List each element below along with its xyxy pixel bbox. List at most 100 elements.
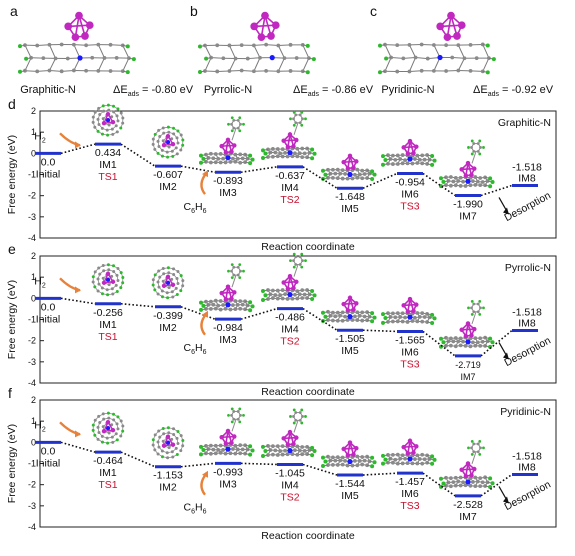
- level-value: 0.434: [95, 147, 121, 159]
- structure-pyridinic-n: [378, 11, 496, 75]
- intermediate-structure: [151, 125, 185, 159]
- level-value: -1.990: [453, 198, 483, 210]
- structure-label: Graphitic-N: [20, 84, 76, 96]
- intermediate-structure: [439, 439, 495, 489]
- panel-letter-d: d: [8, 96, 16, 112]
- level-value: -1.518: [512, 161, 542, 173]
- intermediate-structure: [151, 266, 185, 300]
- level-state: IM2: [159, 482, 177, 494]
- h2-label: H2: [34, 130, 46, 144]
- step-connector: [240, 462, 278, 466]
- step-connector: [302, 166, 338, 189]
- y-tick-label: 1: [31, 127, 36, 137]
- y-tick-label: 0: [31, 293, 36, 303]
- transition-state-label: TS1: [98, 331, 117, 343]
- intermediate-structure: [151, 426, 185, 460]
- y-tick-label: 2: [31, 251, 36, 261]
- level-state: IM1: [99, 319, 117, 331]
- level-value: 0.0: [41, 301, 56, 313]
- level-state: IM8: [518, 461, 536, 473]
- h2-arrowhead: [75, 286, 81, 294]
- level-value: -0.607: [153, 169, 183, 181]
- level-value: -1.544: [335, 478, 365, 490]
- step-connector: [240, 307, 278, 320]
- level-state: IM3: [219, 334, 237, 346]
- panel-letter-e: e: [8, 241, 16, 257]
- intermediate-structure: [91, 103, 125, 137]
- level-state: IM6: [401, 189, 419, 201]
- step-connector: [180, 462, 216, 468]
- level-value: -1.648: [335, 191, 365, 203]
- level-state: IM3: [219, 187, 237, 199]
- level-value: -0.256: [93, 307, 123, 319]
- level-value: -1.518: [512, 450, 542, 462]
- intermediate-structure: [199, 263, 255, 313]
- level-value: -2.528: [453, 499, 483, 511]
- y-tick-label: -3: [28, 212, 36, 222]
- level-value: -0.399: [153, 310, 183, 322]
- level-value: -1.045: [275, 467, 305, 479]
- level-state: IM4: [281, 479, 299, 491]
- energy-panel-f: 2 1 0 -1 -2 -3 -4 Free energy (eV) Pyridinic-N 0.…: [6, 395, 557, 532]
- y-tick-label: 1: [31, 416, 36, 426]
- level-state: Initial: [36, 313, 61, 325]
- transition-state-label: TS1: [98, 171, 117, 183]
- adsorption-energy: ΔEads = -0.80 eV: [113, 84, 194, 98]
- level-state: IM6: [401, 488, 419, 500]
- x-axis-label: Reaction coordinate: [261, 386, 355, 398]
- desorption-arrow: [498, 342, 508, 357]
- level-state: IM5: [341, 490, 359, 502]
- desorption-arrow: [498, 486, 508, 501]
- y-tick-label: -4: [28, 522, 36, 532]
- level-value: -1.505: [335, 333, 365, 345]
- level-state: IM8: [518, 317, 536, 329]
- level-state: IM4: [281, 324, 299, 336]
- panel-letter-b: b: [190, 3, 198, 19]
- level-state: IM2: [159, 322, 177, 334]
- adsorption-energy: ΔEads = -0.86 eV: [293, 84, 374, 98]
- desorption-arrowhead: [503, 207, 509, 215]
- transition-state-label: TS2: [280, 491, 299, 503]
- intermediate-structure: [439, 299, 495, 349]
- level-state: IM6: [401, 346, 419, 358]
- intermediate-structure: [261, 408, 317, 459]
- y-tick-label: 2: [31, 106, 36, 116]
- transition-state-label: TS3: [400, 201, 419, 213]
- desorption-label: Desorption: [502, 479, 553, 514]
- c6h6-arrowhead: [202, 170, 208, 178]
- transition-state-label: TS3: [400, 358, 419, 370]
- intermediate-structure: [261, 252, 317, 303]
- c6h6-label: C6H6: [184, 342, 207, 356]
- y-tick-label: -2: [28, 336, 36, 346]
- desorption-label: Desorption: [502, 335, 553, 370]
- intermediate-structure: [381, 438, 437, 466]
- intermediate-structure: [439, 139, 495, 189]
- desorption-arrowhead: [503, 352, 509, 360]
- level-value: -0.637: [275, 170, 305, 182]
- y-tick-label: -4: [28, 233, 36, 243]
- y-tick-label: -1: [28, 170, 36, 180]
- level-state: IM2: [159, 181, 177, 193]
- structure-pyrrolic-n: [198, 11, 316, 75]
- desorption-arrow: [498, 197, 508, 212]
- intermediate-structure: [381, 138, 437, 167]
- structure-label: Pyridinic-N: [381, 84, 434, 96]
- energy-panel-e: 2 1 0 -1 -2 -3 -4 Free energy (eV) Pyrrolic-N 0.0…: [6, 251, 557, 388]
- step-connector: [362, 329, 398, 333]
- x-axis-label: Reaction coordinate: [261, 530, 355, 542]
- y-axis-label: Free energy (eV): [6, 280, 18, 359]
- level-value: 0.0: [41, 445, 56, 457]
- level-state: Initial: [36, 457, 61, 469]
- transition-state-label: TS2: [280, 336, 299, 348]
- intermediate-structure: [381, 296, 437, 326]
- level-state: IM7: [460, 372, 475, 382]
- intermediate-structure: [261, 110, 317, 161]
- adsorption-energy: ΔEads = -0.92 eV: [473, 84, 554, 98]
- y-axis-label: Free energy (eV): [6, 424, 18, 503]
- level-value: -0.993: [213, 466, 243, 478]
- panel-title: Pyrrolic-N: [505, 262, 551, 274]
- step-connector: [480, 329, 513, 357]
- level-value: -2.719: [455, 360, 481, 370]
- step-connector: [362, 472, 398, 476]
- level-value: -1.457: [395, 476, 425, 488]
